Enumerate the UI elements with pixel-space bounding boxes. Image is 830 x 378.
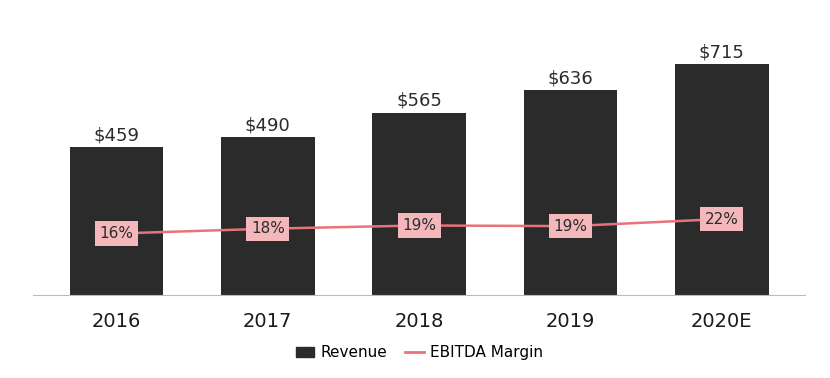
Bar [221, 137, 315, 295]
Text: $565: $565 [396, 92, 442, 110]
Text: 19%: 19% [403, 218, 436, 233]
Bar [70, 147, 164, 295]
Text: 18%: 18% [251, 221, 285, 236]
Text: 22%: 22% [705, 212, 739, 226]
Text: $715: $715 [699, 43, 745, 62]
Text: 16%: 16% [100, 226, 134, 241]
Text: $490: $490 [245, 116, 290, 134]
Bar [372, 113, 466, 295]
Legend: Revenue, EBITDA Margin: Revenue, EBITDA Margin [290, 339, 549, 367]
Bar [524, 90, 618, 295]
Text: 19%: 19% [554, 218, 588, 234]
Bar [675, 64, 769, 295]
Text: $459: $459 [94, 126, 139, 144]
Text: $636: $636 [548, 69, 593, 87]
